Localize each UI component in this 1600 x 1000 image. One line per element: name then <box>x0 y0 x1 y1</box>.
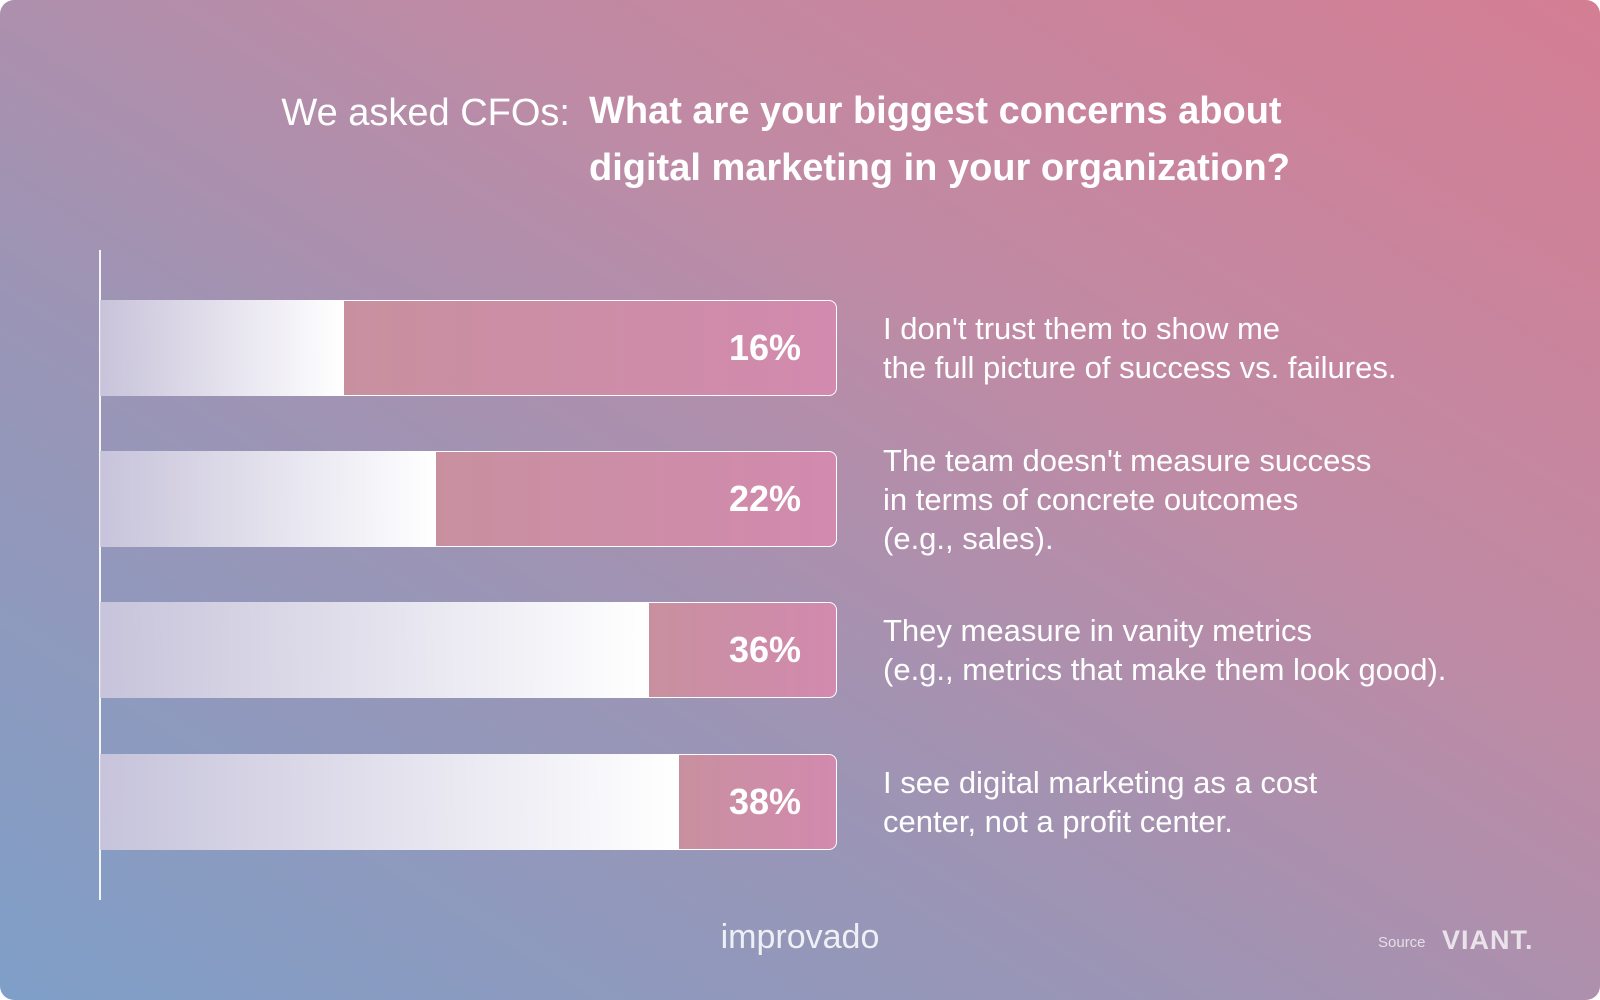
bar <box>100 451 435 547</box>
axis-line <box>99 250 101 900</box>
bar-row: 16% <box>100 300 837 396</box>
logo: improvado <box>720 918 880 956</box>
bar-end <box>343 300 837 396</box>
bar-end <box>678 754 837 850</box>
category-label: They measure in vanity metrics (e.g., me… <box>883 613 1447 687</box>
source-label: Source <box>1378 934 1426 951</box>
bar-end <box>434 451 837 547</box>
category-label: I don't trust them to show me the full p… <box>883 311 1397 385</box>
bar <box>100 754 678 850</box>
title-prefix: We asked CFOs: <box>281 92 570 134</box>
category-label: I see digital marketing as a cost center… <box>883 765 1318 839</box>
value-label: 22% <box>728 478 801 519</box>
bar-row: 22% <box>100 451 837 547</box>
category-label: The team doesn't measure success in term… <box>883 442 1372 556</box>
value-label: 36% <box>728 629 801 670</box>
value-label: 16% <box>728 327 801 368</box>
source: VIANT. <box>1442 925 1534 955</box>
bar <box>100 300 344 396</box>
bar <box>100 602 648 698</box>
value-label: 38% <box>728 781 801 822</box>
bar-row: 38% <box>100 754 837 850</box>
bar-row: 36% <box>100 602 837 698</box>
chart-title: What are your biggest concerns about dig… <box>589 90 1290 189</box>
bar-end <box>647 602 837 698</box>
